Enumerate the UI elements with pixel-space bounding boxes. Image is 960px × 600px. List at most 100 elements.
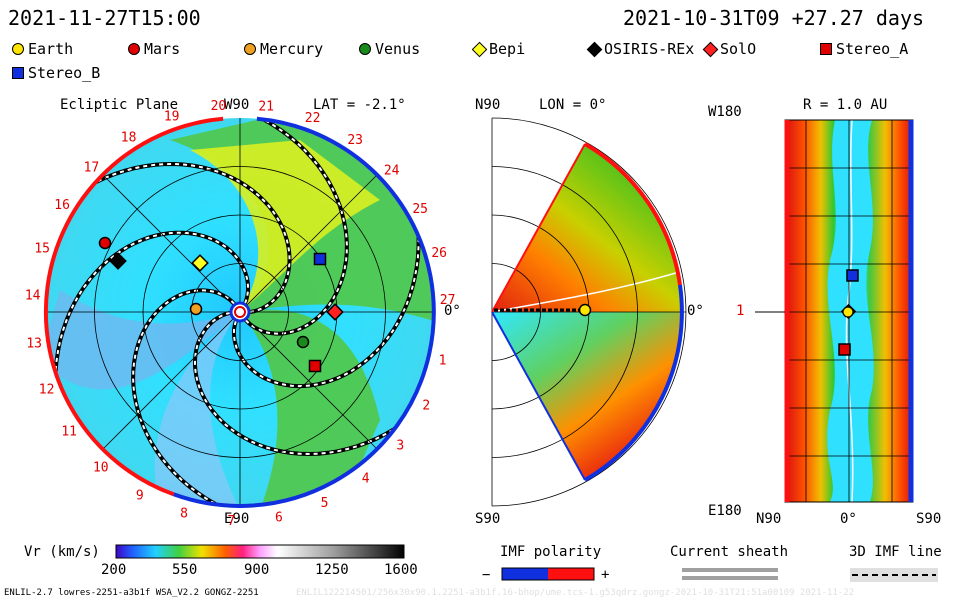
- imf-spiral-dash: [132, 289, 259, 506]
- legend-item-osiris: OSIRIS-REx: [586, 40, 694, 58]
- colorbar-tick-200: 200: [101, 562, 127, 578]
- ecliptic-bodies: [98, 236, 344, 373]
- sphere-title: R = 1.0 AU: [803, 97, 888, 113]
- current-sheath-label: Current sheath: [670, 544, 789, 560]
- mars-marker: [98, 236, 112, 250]
- current-time: 2021-11-27T15:00: [8, 6, 201, 30]
- day-tick-label: 4: [362, 472, 370, 487]
- legend-item-stereo-b: Stereo_B: [12, 64, 100, 82]
- slow-wind-region-south: [154, 312, 240, 506]
- stereo-b-icon: [12, 67, 24, 79]
- bepi-marker: [191, 254, 209, 272]
- ecliptic-right-label: 0°: [444, 303, 461, 319]
- legend-item-mars: Mars: [128, 40, 180, 58]
- ecliptic-title: Ecliptic Plane: [60, 97, 179, 113]
- day-tick-label: 10: [93, 461, 109, 476]
- day-tick-label: 3: [396, 439, 404, 454]
- day-tick-label: 26: [431, 246, 447, 261]
- earth-icon: [12, 43, 24, 55]
- mercury-icon: [244, 43, 256, 55]
- polarity-inward-swatch: [502, 568, 548, 580]
- day-tick-label: 19: [164, 110, 180, 125]
- meridional-top-label: N90: [475, 97, 501, 113]
- day-tick-label: 25: [412, 202, 428, 217]
- sphere-current-sheath: [845, 120, 854, 502]
- stereo-a-marker: [308, 359, 322, 373]
- osiris-rex-marker: [109, 252, 127, 270]
- imf-polarity-minus: −: [482, 567, 491, 583]
- footer-model: ENLIL-2.7 lowres-2251-a3b1f WSA_V2.2 GON…: [4, 588, 259, 598]
- meridional-bottom-label: S90: [475, 511, 501, 527]
- sphere-stereo-b-marker: [846, 269, 859, 282]
- day-tick-label: 20: [211, 99, 227, 114]
- legend: Earth Mars Mercury Venus Bepi OSIRIS-REx…: [0, 38, 960, 84]
- legend-item-mercury: Mercury: [244, 40, 323, 58]
- sphere-panel: [755, 119, 914, 503]
- meridional-panel: [491, 117, 687, 507]
- sphere-xtick-n90: N90: [756, 511, 782, 527]
- day-tick-label: 23: [347, 133, 363, 148]
- venus-icon: [359, 43, 371, 55]
- day-tick-label: 13: [26, 336, 42, 351]
- day-tick-label: 14: [25, 289, 41, 304]
- green-stream-south: [240, 309, 380, 506]
- day-tick-label: 17: [84, 160, 100, 175]
- day-tick-label: 27: [440, 293, 456, 308]
- legend-item-earth: Earth: [12, 40, 73, 58]
- ecliptic-bottom-label: E90: [224, 511, 250, 527]
- day-tick-label: 9: [136, 488, 144, 503]
- day-tick-label: 8: [180, 506, 188, 521]
- ecliptic-top-label: W90: [224, 97, 250, 113]
- sphere-xtick-s90: S90: [916, 511, 942, 527]
- day-tick-label: 21: [258, 100, 274, 115]
- imf-polarity-title: IMF polarity: [500, 544, 602, 560]
- day-tick-label: 6: [275, 510, 283, 525]
- day-tick-label: 7: [227, 514, 235, 529]
- legend-item-solo: SolO: [702, 40, 756, 58]
- solo-marker: [326, 303, 344, 321]
- imf-spiral-dash: [57, 162, 291, 313]
- sphere-top-label: W180: [708, 104, 742, 120]
- legend-item-stereo-a: Stereo_A: [820, 40, 908, 58]
- imf-spiral-dash: [194, 311, 431, 456]
- day-tick-label: 5: [321, 496, 329, 511]
- footer-run: ENLIL122214501/256x30x90.1.2251-a3b1f.16…: [296, 588, 855, 598]
- stereo-a-icon: [820, 43, 832, 55]
- day-tick-label: 11: [61, 425, 77, 440]
- day-tick-label: 2: [422, 399, 430, 414]
- legend-item-venus: Venus: [359, 40, 420, 58]
- day-tick-label: 15: [34, 242, 50, 257]
- day-tick-label: 24: [384, 164, 400, 179]
- sphere-xtick-0: 0°: [840, 511, 857, 527]
- imf-line-label: 3D IMF line: [849, 544, 942, 560]
- day-tick-label: 16: [54, 198, 70, 213]
- meridional-current-sheath: [492, 269, 682, 313]
- colorbar-label: Vr (km/s): [24, 544, 100, 560]
- meridional-title: LON = 0°: [539, 97, 607, 113]
- sphere-stereo-a-marker: [838, 343, 851, 356]
- venus-marker: [296, 335, 310, 349]
- reference-time: 2021-10-31T09 +27.27 days: [623, 6, 925, 30]
- colorbar-tick-900: 900: [244, 562, 270, 578]
- imf-spiral-dash: [221, 118, 348, 335]
- day-tick-label: 22: [305, 111, 321, 126]
- colorbar-tick-1600: 1600: [384, 562, 418, 578]
- mars-icon: [128, 43, 140, 55]
- imf-polarity-plus: +: [601, 567, 610, 583]
- rim-outward-polarity: [43, 116, 224, 497]
- day-tick-label: 12: [39, 383, 55, 398]
- rim-inward-polarity: [172, 116, 436, 508]
- polarity-outward-swatch: [548, 568, 594, 580]
- sphere-earth-marker: [842, 306, 854, 318]
- meridional-right-label: 0°: [687, 303, 704, 319]
- colorbar-tick-1250: 1250: [315, 562, 349, 578]
- velocity-colorbar: [115, 544, 405, 559]
- lat-label: LAT = -2.1°: [313, 97, 406, 113]
- mercury-marker: [189, 302, 203, 316]
- meridional-earth-marker: [578, 303, 592, 317]
- day-tick-label: 18: [121, 130, 137, 145]
